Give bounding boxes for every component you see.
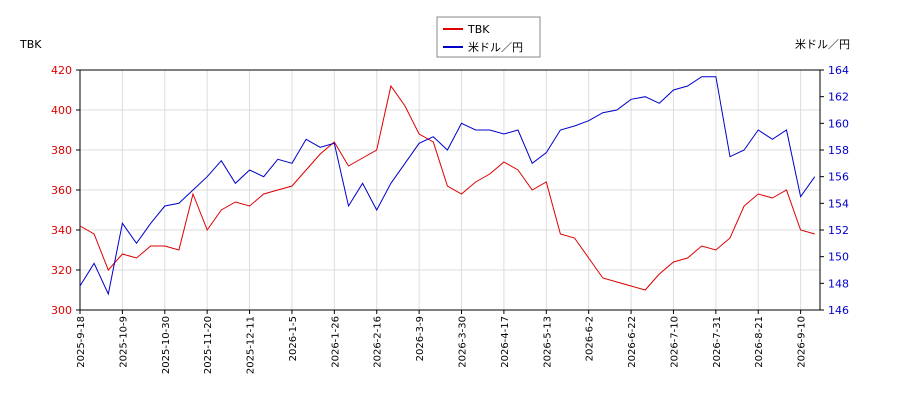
x-tick-label: 2026-3-9 bbox=[415, 316, 426, 361]
x-tick-label: 2026-1-5 bbox=[288, 316, 299, 361]
y-tick-label: 320 bbox=[51, 264, 72, 277]
x-tick-label: 2025-9-18 bbox=[76, 316, 87, 368]
x-tick-label: 2025-10-9 bbox=[118, 316, 129, 368]
y2-tick-label: 154 bbox=[828, 197, 849, 210]
y2-tick-label: 158 bbox=[828, 144, 849, 157]
y2-tick-label: 164 bbox=[828, 64, 849, 77]
y-tick-label: 400 bbox=[51, 104, 72, 117]
y2-tick-label: 156 bbox=[828, 171, 849, 184]
y2-tick-label: 160 bbox=[828, 117, 849, 130]
line-series bbox=[79, 84, 815, 291]
y2-tick-label: 152 bbox=[828, 224, 849, 237]
x-tick-label: 2026-1-26 bbox=[330, 316, 341, 368]
x-tick-label: 2026-6-22 bbox=[627, 316, 638, 368]
y-tick-label: 420 bbox=[51, 64, 72, 77]
x-tick-label: 2026-7-10 bbox=[669, 316, 680, 368]
x-tick-label: 2025-10-30 bbox=[161, 316, 172, 374]
y2-axis-title: 米ドル／円 bbox=[795, 38, 850, 51]
x-tick-label: 2025-12-11 bbox=[246, 316, 257, 374]
x-tick-label: 2026-6-2 bbox=[585, 316, 596, 361]
x-tick-label: 2026-3-30 bbox=[458, 316, 469, 368]
legend-label: TBK bbox=[467, 23, 490, 36]
y-axis-title: TBK bbox=[19, 38, 42, 51]
line-series bbox=[79, 76, 816, 296]
plot-frame bbox=[79, 69, 821, 311]
y-tick-label: 360 bbox=[51, 184, 72, 197]
x-tick-label: 2026-7-31 bbox=[712, 316, 723, 368]
legend-label: 米ドル／円 bbox=[468, 41, 523, 54]
y2-tick-label: 150 bbox=[828, 251, 849, 264]
y2-tick-label: 148 bbox=[828, 277, 849, 290]
x-tick-label: 2026-2-16 bbox=[373, 316, 384, 368]
y-tick-label: 340 bbox=[51, 224, 72, 237]
legend-box bbox=[436, 16, 541, 58]
x-tick-label: 2026-4-17 bbox=[500, 316, 511, 368]
y2-tick-label: 146 bbox=[828, 304, 849, 317]
y-tick-label: 300 bbox=[51, 304, 72, 317]
y-tick-label: 380 bbox=[51, 144, 72, 157]
x-tick-label: 2026-5-13 bbox=[542, 316, 553, 368]
x-tick-label: 2026-8-21 bbox=[754, 316, 765, 368]
x-tick-label: 2026-9-10 bbox=[797, 316, 808, 368]
y2-tick-label: 162 bbox=[828, 91, 849, 104]
x-tick-label: 2025-11-20 bbox=[203, 316, 214, 374]
